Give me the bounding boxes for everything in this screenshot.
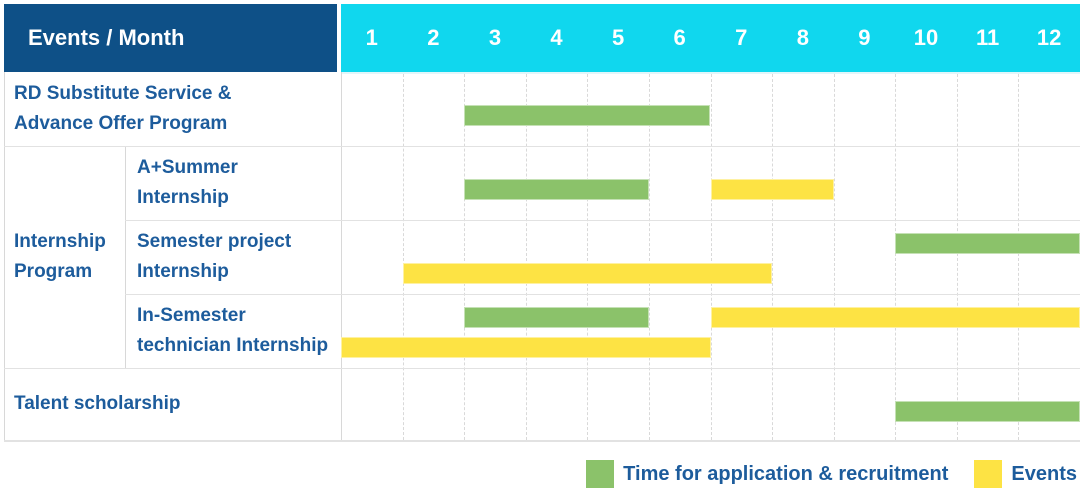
month-gridline: [895, 74, 897, 440]
header-title-cell: Events / Month: [4, 4, 337, 72]
row-label: A+Summer Internship: [137, 157, 238, 208]
table-left-border: [4, 72, 5, 440]
bar-application: [464, 179, 649, 200]
bar-event: [710, 307, 1080, 328]
legend-swatch-application: [586, 460, 615, 488]
row-label: Talent scholarship: [14, 393, 181, 414]
row-label: RD Substitute Service & Advance Offer Pr…: [14, 83, 232, 134]
bar-application: [464, 105, 711, 126]
month-gridline: [772, 74, 774, 440]
bar-event: [341, 337, 711, 358]
legend: Time for application & recruitment Events: [586, 457, 1077, 491]
row-border: [125, 294, 1080, 295]
legend-swatch-event: [974, 460, 1003, 488]
month-header-12: 12: [1036, 25, 1062, 50]
bar-application: [464, 307, 649, 328]
row-label: In-Semester technician Internship: [137, 305, 329, 356]
legend-item-event: Events: [974, 460, 1077, 488]
table-bottom-border: [4, 440, 1080, 442]
row-label: Semester project Internship: [137, 231, 292, 282]
month-header-8: 8: [796, 25, 809, 50]
row-border: [4, 368, 1080, 369]
month-header-row: 1 2 3 4 5 6 7 8 9 10 11 12: [341, 4, 1080, 72]
month-header-10: 10: [913, 25, 939, 50]
row-border: [125, 220, 1080, 221]
legend-label-application: Time for application & recruitment: [623, 462, 949, 485]
legend-label-event: Events: [1011, 462, 1077, 485]
group-column-border: [125, 146, 126, 368]
page-title: Events / Month: [28, 25, 185, 50]
month-header-5: 5: [611, 25, 625, 50]
month-gridline: [833, 74, 835, 440]
month-gridline: [710, 74, 712, 440]
bar-application: [895, 401, 1080, 422]
month-gridline: [587, 74, 589, 440]
bar-event: [402, 263, 773, 284]
header-underline: [341, 72, 1080, 74]
month-header-4: 4: [550, 25, 563, 50]
month-gridline: [1018, 74, 1020, 440]
group-label: Internship Program: [14, 231, 106, 282]
month-gridline: [402, 74, 404, 440]
month-gridline: [956, 74, 958, 440]
month-gridline: [648, 74, 650, 440]
row-border: [4, 146, 1080, 147]
bar-event: [710, 179, 834, 200]
label-column-border: [341, 72, 342, 440]
month-gridline: [525, 74, 527, 440]
month-header-1: 1: [365, 25, 378, 50]
month-header-9: 9: [858, 25, 871, 50]
bar-application: [895, 233, 1080, 254]
month-header-7: 7: [735, 25, 748, 50]
month-header-3: 3: [488, 25, 502, 50]
month-header-2: 2: [427, 25, 440, 50]
month-header-6: 6: [673, 25, 686, 50]
legend-item-application: Time for application & recruitment: [586, 460, 948, 488]
month-gridline: [464, 74, 466, 440]
month-header-11: 11: [975, 25, 1000, 50]
